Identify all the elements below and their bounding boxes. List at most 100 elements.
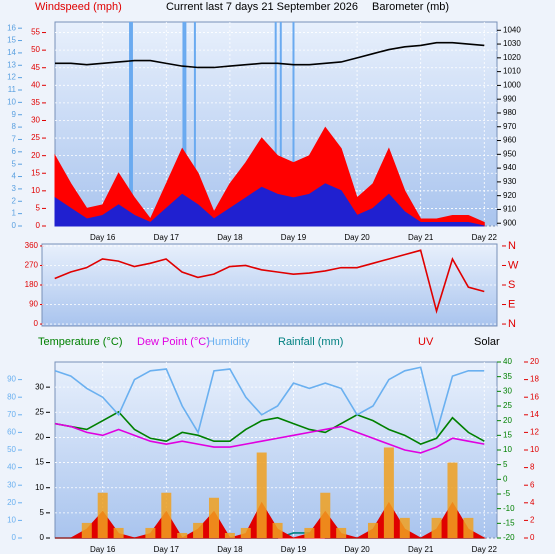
solar-bar (113, 527, 124, 538)
y3-tick-label: 90 (7, 375, 16, 384)
y3-tick-label: 20 (7, 498, 16, 507)
solar-bar (161, 492, 172, 538)
legend-entry: UV (418, 336, 434, 348)
y2-tick-label: -5 (503, 489, 511, 498)
solar-bar (256, 452, 267, 538)
solar-bar (431, 517, 442, 538)
solar-bar (383, 447, 394, 538)
solar-bar (399, 517, 410, 538)
y2-tick-label: 15 (503, 430, 512, 439)
y2-tick-label: 40 (503, 357, 512, 366)
y2-tick-label: 5 (503, 460, 508, 469)
y2-tick-label: 1010 (503, 67, 521, 76)
y-tick-label: 10 (35, 483, 44, 492)
y3-tick-label: 3 (12, 184, 17, 193)
y2-tick-label: N (508, 318, 516, 330)
solar-bar (224, 532, 235, 538)
y2-tick-label: W (508, 259, 519, 271)
x-tick-label: Day 17 (154, 545, 180, 554)
x-tick-label: Day 22 (472, 233, 498, 242)
y2-tick-label: N (508, 240, 516, 252)
y2-tick-label: 1040 (503, 25, 521, 34)
y-tick-label: 270 (25, 261, 39, 270)
y3-tick-label: 11 (8, 85, 17, 94)
x-tick-label: Day 22 (472, 545, 498, 554)
y2-tick-label: 35 (503, 372, 512, 381)
y2-tick-label: 990 (503, 94, 517, 103)
y3-tick-label: 80 (7, 392, 16, 401)
y-tick-label: 5 (36, 204, 41, 213)
y-tick-label: 50 (31, 45, 40, 54)
y-tick-label: 40 (31, 80, 40, 89)
y-tick-label: 20 (31, 151, 40, 160)
y-tick-label: 360 (25, 241, 39, 250)
y-tick-label: 55 (31, 28, 40, 37)
y3-tick-label: 10 (7, 516, 16, 525)
y-tick-label: 45 (31, 63, 40, 72)
y3-tick-label: 7 (12, 135, 17, 144)
x-tick-label: Day 18 (217, 233, 243, 242)
series-line (55, 41, 485, 69)
y-tick-label: 25 (35, 407, 44, 416)
y4-tick-label: 0 (530, 533, 535, 542)
solar-bar (240, 527, 251, 538)
y2-tick-label: 1020 (503, 53, 521, 62)
y-tick-label: 20 (35, 433, 44, 442)
series-area (54, 183, 485, 227)
y3-tick-label: 16 (7, 23, 16, 32)
solar-bar (272, 522, 283, 538)
y-tick-label: 0 (34, 319, 39, 328)
y4-tick-label: 6 (530, 480, 535, 489)
y4-tick-label: 12 (530, 428, 539, 437)
x-tick-label: Day 16 (90, 233, 116, 242)
y3-tick-label: 9 (12, 110, 17, 119)
y2-tick-label: S (508, 279, 515, 291)
solar-bar (304, 527, 315, 538)
y3-tick-label: 5 (12, 159, 17, 168)
legend-entry: Rainfall (mm) (278, 336, 343, 348)
solar-bar (320, 492, 331, 538)
series-line (54, 366, 485, 436)
y2-tick-label: 910 (503, 205, 517, 214)
x-tick-label: Day 17 (154, 233, 180, 242)
y-tick-label: 180 (25, 280, 39, 289)
solar-bar (81, 522, 92, 538)
y2-tick-label: 940 (503, 163, 517, 172)
legend-entry: Temperature (°C) (38, 336, 122, 348)
y4-tick-label: 14 (530, 410, 539, 419)
solar-bar (463, 517, 474, 538)
y4-tick-label: 20 (530, 357, 539, 366)
y-tick-label: 10 (31, 186, 40, 195)
solar-bar (208, 497, 219, 538)
y2-tick-label: -15 (503, 518, 515, 527)
y2-tick-label: 950 (503, 149, 517, 158)
y-tick-label: 35 (31, 98, 40, 107)
y2-tick-label: -10 (503, 504, 515, 513)
y2-tick-label: 25 (503, 401, 512, 410)
y-tick-label: 0 (40, 533, 45, 542)
y3-tick-label: 50 (7, 445, 16, 454)
chart-title: Current last 7 days 21 September 2026 (166, 1, 358, 13)
legend-entry: Humidity (207, 336, 250, 348)
y-tick-label: 0 (36, 221, 41, 230)
legend-entry: Dew Point (°C) (137, 336, 210, 348)
y4-tick-label: 18 (530, 375, 539, 384)
y3-tick-label: 6 (12, 147, 17, 156)
y3-tick-label: 30 (7, 480, 16, 489)
x-tick-label: Day 21 (408, 233, 434, 242)
y3-tick-label: 1 (12, 209, 17, 218)
y3-tick-label: 15 (7, 36, 16, 45)
y2-tick-label: 930 (503, 177, 517, 186)
y4-tick-label: 4 (530, 498, 535, 507)
y3-tick-label: 70 (7, 410, 16, 419)
y-axis-title: Windspeed (mph) (35, 1, 122, 13)
y3-tick-label: 8 (12, 122, 17, 131)
series-line (54, 249, 485, 314)
solar-bar (177, 532, 188, 538)
solar-bar (193, 522, 204, 538)
y-tick-label: 15 (31, 168, 40, 177)
series-line (54, 422, 485, 454)
y4-tick-label: 8 (530, 463, 535, 472)
y3-tick-label: 12 (7, 73, 16, 82)
